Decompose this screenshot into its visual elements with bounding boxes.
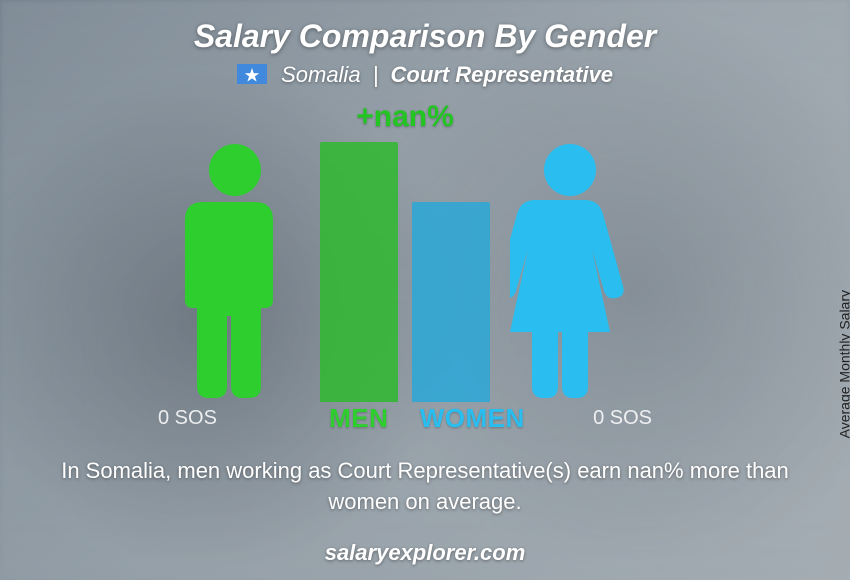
value-men: 0 SOS bbox=[158, 407, 217, 430]
page-title: Salary Comparison By Gender bbox=[0, 18, 850, 55]
bar-men bbox=[320, 142, 398, 402]
label-men: MEN bbox=[329, 403, 388, 434]
female-figure-icon bbox=[510, 142, 630, 402]
country-name: Somalia bbox=[281, 62, 360, 87]
flag-icon bbox=[237, 64, 267, 84]
separator: | bbox=[373, 62, 379, 87]
infographic-container: Salary Comparison By Gender Somalia | Co… bbox=[0, 0, 850, 580]
chart-area: +nan% 0 SOS 0 SOS MEN WOMEN bbox=[0, 100, 810, 440]
male-figure-icon bbox=[180, 142, 290, 402]
subtitle-row: Somalia | Court Representative bbox=[0, 62, 850, 88]
description-text: In Somalia, men working as Court Represe… bbox=[60, 456, 790, 518]
footer-source: salaryexplorer.com bbox=[0, 540, 850, 566]
value-women: 0 SOS bbox=[593, 407, 652, 430]
bar-group bbox=[320, 142, 490, 402]
label-women: WOMEN bbox=[420, 403, 525, 434]
job-title: Court Representative bbox=[391, 62, 614, 87]
y-axis-label: Average Monthly Salary bbox=[836, 290, 850, 438]
bar-women bbox=[412, 202, 490, 402]
percent-difference-label: +nan% bbox=[356, 100, 454, 134]
